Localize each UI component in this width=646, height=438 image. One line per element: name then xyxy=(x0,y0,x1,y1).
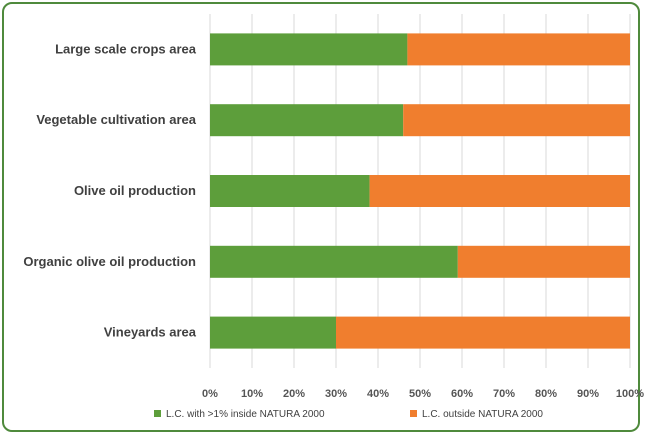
category-label: Organic olive oil production xyxy=(23,254,196,269)
x-tick-label: 0% xyxy=(202,388,218,400)
category-label: Olive oil production xyxy=(74,183,196,198)
x-tick-label: 90% xyxy=(577,388,599,400)
bar-segment-inside xyxy=(210,245,458,278)
bar-segment-inside xyxy=(210,33,408,66)
x-tick-label: 80% xyxy=(535,388,557,400)
chart-frame xyxy=(2,2,640,432)
bar-segment-outside xyxy=(369,175,630,207)
x-tick-label: 70% xyxy=(493,388,515,400)
category-label: Large scale crops area xyxy=(55,41,197,56)
category-label: Vegetable cultivation area xyxy=(36,112,196,127)
x-tick-label: 40% xyxy=(367,388,389,400)
bar-segment-inside xyxy=(210,175,370,207)
legend-swatch xyxy=(410,410,417,417)
x-tick-label: 30% xyxy=(325,388,347,400)
legend-label: L.C. with >1% inside NATURA 2000 xyxy=(166,409,325,420)
bar-segment-outside xyxy=(336,316,630,349)
x-tick-label: 20% xyxy=(283,388,305,400)
bar-segment-inside xyxy=(210,104,404,137)
bar-segment-outside xyxy=(457,245,630,278)
x-tick-label: 60% xyxy=(451,388,473,400)
category-label: Vineyards area xyxy=(104,325,197,340)
bar-segment-outside xyxy=(407,33,630,66)
legend-swatch xyxy=(154,410,161,417)
x-tick-label: 100% xyxy=(616,388,644,400)
bar-segment-outside xyxy=(403,104,630,137)
x-tick-label: 10% xyxy=(241,388,263,400)
legend-label: L.C. outside NATURA 2000 xyxy=(422,409,543,420)
bar-segment-inside xyxy=(210,316,336,349)
x-tick-label: 50% xyxy=(409,388,431,400)
